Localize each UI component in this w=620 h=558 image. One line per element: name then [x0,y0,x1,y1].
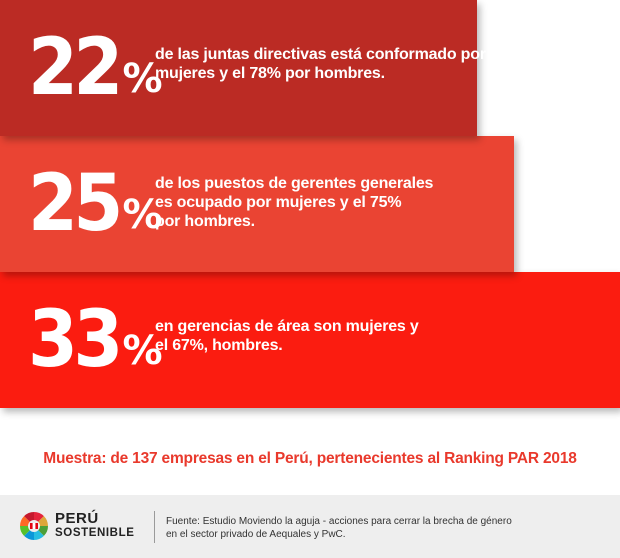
stat-band-area-managers: 33 % en gerencias de área son mujeres y … [0,272,620,408]
stat-number: 33 [28,295,123,385]
description-line: mujeres y el 78% por hombres. [155,65,385,82]
source-line: en el sector privado de Aequales y PwC. [166,529,346,540]
stat-band-boards: 22 % de las juntas directivas está confo… [0,0,486,136]
percent-sign: % [122,56,163,102]
footer-divider [154,511,155,543]
logo-wordmark: PERÚ SOSTENIBLE [55,511,134,540]
source-note: Fuente: Estudio Moviendo la aguja - acci… [166,515,512,541]
source-line: Fuente: Estudio Moviendo la aguja - acci… [166,516,512,527]
footer: PERÚ SOSTENIBLE Fuente: Estudio Moviendo… [0,495,620,558]
stat-description: de los puestos de gerentes generales es … [155,134,433,270]
stat-number: 22 [28,23,123,113]
stat-figure: 25 % [28,136,163,272]
sdg-wheel-icon [20,512,48,540]
stat-description: de las juntas directivas está conformado… [155,0,486,132]
logo-line-sostenible: SOSTENIBLE [55,527,135,539]
stat-figure: 22 % [28,0,163,136]
description-line: de los puestos de gerentes generales [155,174,434,192]
description-line: por hombres. [155,212,255,230]
description-line: es ocupado por mujeres y el 75% [155,193,402,211]
stat-number: 25 [28,159,123,249]
stat-description: en gerencias de área son mujeres y el 67… [155,268,419,404]
logo-line-peru: PERÚ [55,510,99,527]
percent-sign: % [122,328,163,374]
description-line: el 67%, hombres. [155,337,283,354]
description-line: en gerencias de área son mujeres y [155,318,419,335]
percent-sign: % [122,192,163,238]
sample-note: Muestra: de 137 empresas en el Perú, per… [43,450,577,467]
stat-figure: 33 % [28,272,163,408]
description-line: de las juntas directivas está conformado… [155,46,486,63]
stat-band-general-managers: 25 % de los puestos de gerentes generale… [0,136,514,272]
